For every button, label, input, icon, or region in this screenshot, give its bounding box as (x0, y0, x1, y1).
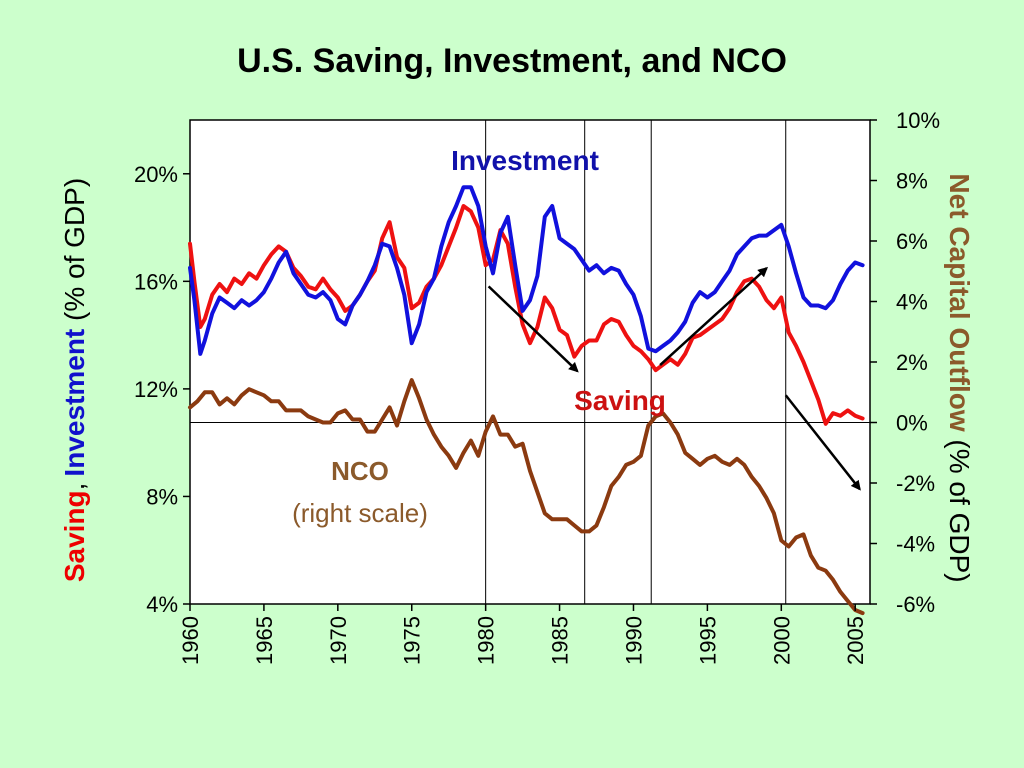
chart-title: U.S. Saving, Investment, and NCO (237, 42, 787, 80)
trend-arrow-1 (659, 266, 769, 366)
right-tick-label: 10% (896, 108, 940, 133)
left-axis-title-rest: (% of GDP) (59, 178, 90, 329)
right-tick-label: 0% (896, 411, 928, 436)
left-axis-title-comma: , (59, 483, 90, 491)
x-tick-label: 1995 (695, 616, 720, 665)
right-tick-label: -6% (896, 592, 935, 617)
right-axis-title-rest: (% of GDP) (944, 432, 975, 583)
left-tick-label: 16% (134, 269, 178, 294)
x-tick-label: 1965 (252, 616, 277, 665)
x-tick-label: 1960 (178, 616, 203, 665)
axis-ticks: 4% 8% 12% 16% 20% -6% -4% -2% 0% 2% 4% 6% 8% 10% 1960 1… (134, 108, 940, 665)
right-tick-label: 6% (896, 229, 928, 254)
x-tick-label: 1985 (548, 616, 573, 665)
x-tick-label: 1970 (326, 616, 351, 665)
trend-arrow-0 (487, 285, 579, 373)
plot-area (189, 119, 871, 605)
saving-label: Saving (574, 385, 666, 416)
reference-lines (190, 120, 870, 604)
trend-arrows (487, 266, 861, 491)
left-tick-label: 20% (134, 162, 178, 187)
x-tick-label: 2000 (769, 616, 794, 665)
right-axis-title-bold: Net Capital Outflow (944, 173, 975, 431)
left-axis-title-investment: Investment (59, 329, 90, 477)
x-tick-label: 1990 (621, 616, 646, 665)
x-tick-label: 1975 (400, 616, 425, 665)
left-tick-label: 8% (146, 484, 178, 509)
left-tick-label: 12% (134, 377, 178, 402)
series-line-nco (188, 378, 865, 616)
x-tick-label: 2005 (843, 616, 868, 665)
right-axis-title: Net Capital Outflow (% of GDP) (944, 173, 975, 582)
series-line-investment (188, 185, 865, 356)
right-tick-label: -2% (896, 471, 935, 496)
left-tick-label: 4% (146, 592, 178, 617)
left-axis-title: Saving, Investment (% of GDP) (59, 178, 90, 582)
trend-arrow-2 (784, 394, 861, 491)
right-tick-label: -4% (896, 532, 935, 557)
right-tick-label: 8% (896, 169, 928, 194)
right-tick-label: 4% (896, 290, 928, 315)
investment-label: Investment (451, 145, 599, 176)
x-tick-label: 1980 (474, 616, 499, 665)
left-axis-title-saving: Saving (59, 490, 90, 582)
series-line-saving (188, 204, 865, 426)
right-tick-label: 2% (896, 350, 928, 375)
series-layer (188, 185, 865, 616)
nco-label: NCO (331, 456, 389, 486)
nco-sublabel: (right scale) (292, 498, 428, 528)
